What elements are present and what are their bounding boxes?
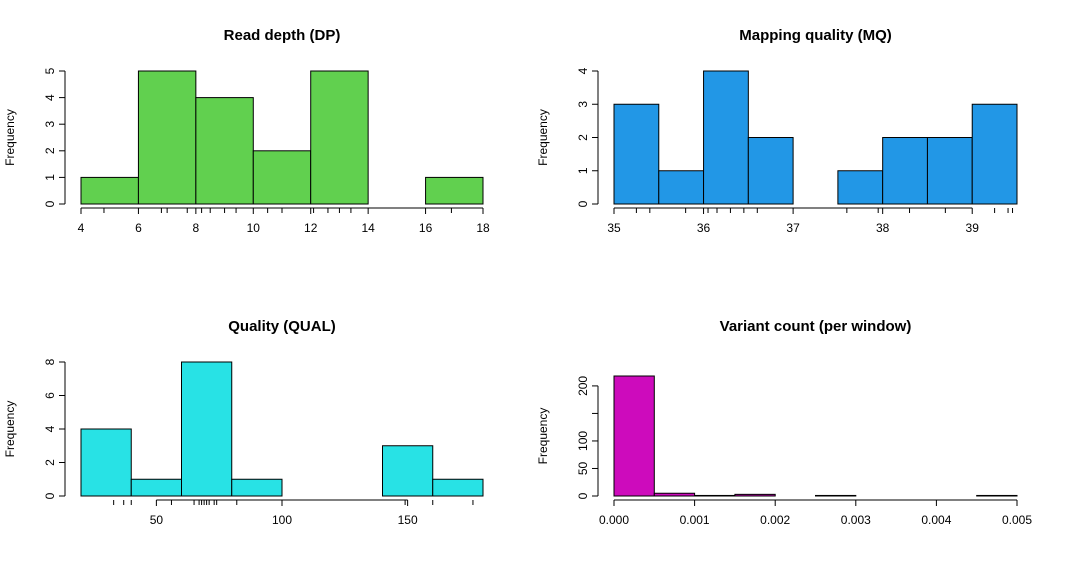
y-tick-label: 1 [576, 167, 590, 174]
y-axis-label: Frequency [536, 109, 550, 166]
y-axis-label: Frequency [536, 408, 550, 465]
chart-title: Variant count (per window) [720, 318, 912, 335]
histogram-bar [837, 170, 884, 205]
y-axis-label: Frequency [3, 401, 17, 458]
x-tick-label: 16 [419, 221, 433, 235]
histogram-bar [613, 375, 655, 497]
y-tick-label: 100 [576, 431, 590, 451]
histogram-panel-3: Quality (QUAL) Frequency 0 2 4 6 8 50 100 150 [3, 318, 484, 527]
histogram-bar [694, 494, 736, 497]
histogram-bar [80, 428, 132, 497]
y-tick-label: 0 [43, 492, 57, 499]
histogram-bar [815, 494, 857, 497]
histogram-bar [195, 97, 254, 205]
x-tick-label: 38 [876, 221, 890, 235]
y-tick-label: 0 [43, 200, 57, 207]
histogram-bar [252, 150, 312, 205]
x-tick-label: 18 [476, 221, 490, 235]
histogram-bar [882, 137, 928, 205]
histogram-bar [130, 478, 182, 497]
x-tick-label: 0.001 [680, 513, 710, 527]
y-tick-label: 4 [576, 67, 590, 74]
x-tick-label: 35 [607, 221, 621, 235]
y-tick-label: 200 [576, 376, 590, 396]
x-tick-label: 0.000 [599, 513, 629, 527]
x-tick-label: 12 [304, 221, 318, 235]
x-tick-label: 39 [966, 221, 980, 235]
x-tick-label: 6 [135, 221, 142, 235]
y-tick-label: 2 [43, 147, 57, 154]
histogram-bar [747, 137, 794, 205]
x-tick-label: 10 [247, 221, 261, 235]
histogram-bar [137, 70, 197, 205]
y-axis-label: Frequency [3, 109, 17, 166]
y-tick-label: 5 [43, 67, 57, 74]
y-tick-label: 8 [43, 358, 57, 365]
x-tick-label: 0.003 [841, 513, 871, 527]
x-tick-label: 4 [78, 221, 85, 235]
histogram-bar [425, 176, 484, 205]
x-tick-label: 100 [272, 513, 292, 527]
x-tick-label: 14 [361, 221, 375, 235]
histogram-bar [231, 478, 283, 497]
histogram-bar [613, 103, 660, 205]
y-tick-label: 0 [576, 200, 590, 207]
histogram-bar [734, 493, 776, 497]
y-tick-label: 3 [43, 121, 57, 128]
y-tick-label: 0 [576, 492, 590, 499]
y-tick-label: 2 [576, 134, 590, 141]
y-tick-label: 4 [43, 425, 57, 432]
y-tick-label: 1 [43, 174, 57, 181]
histogram-bar [382, 445, 434, 497]
x-tick-label: 0.002 [760, 513, 790, 527]
x-tick-label: 150 [398, 513, 418, 527]
x-tick-label: 0.004 [921, 513, 951, 527]
x-tick-label: 36 [697, 221, 711, 235]
histogram-bar [653, 492, 696, 497]
y-tick-label: 4 [43, 94, 57, 101]
chart-title: Quality (QUAL) [228, 318, 336, 335]
histogram-bar [310, 70, 369, 205]
histogram-bar [181, 361, 233, 497]
histogram-bar [703, 70, 749, 205]
x-tick-label: 50 [150, 513, 164, 527]
y-tick-label: 6 [43, 392, 57, 399]
y-tick-label: 50 [576, 461, 590, 475]
histogram-bar [971, 103, 1018, 205]
x-tick-label: 0.005 [1002, 513, 1032, 527]
chart-title: Read depth (DP) [224, 27, 341, 44]
histogram-bar [432, 478, 484, 497]
histogram-bar [658, 170, 705, 205]
histogram-bar [926, 137, 973, 205]
y-tick-label: 3 [576, 101, 590, 108]
x-tick-label: 8 [193, 221, 200, 235]
chart-title: Mapping quality (MQ) [739, 27, 891, 44]
y-tick-label: 2 [43, 459, 57, 466]
histogram-bar [80, 176, 139, 205]
histogram-bar [976, 494, 1018, 497]
x-tick-label: 37 [786, 221, 800, 235]
histogram-panel-4: Variant count (per window) Frequency 0 50 10… [536, 318, 1032, 527]
